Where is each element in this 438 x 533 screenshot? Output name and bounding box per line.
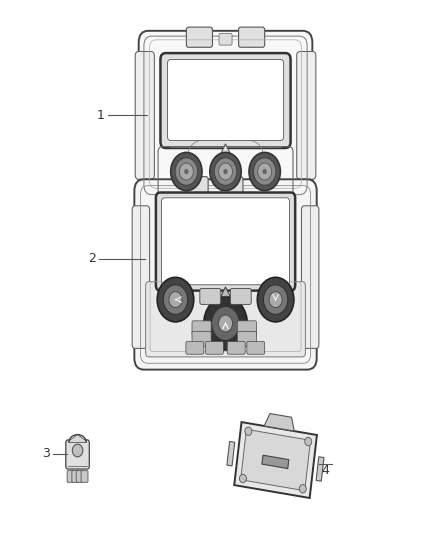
Polygon shape — [221, 287, 230, 296]
FancyBboxPatch shape — [237, 332, 256, 346]
FancyBboxPatch shape — [139, 31, 312, 200]
Polygon shape — [227, 441, 235, 466]
FancyBboxPatch shape — [239, 27, 265, 47]
Circle shape — [258, 163, 272, 180]
FancyBboxPatch shape — [162, 198, 290, 285]
Polygon shape — [264, 414, 294, 431]
Circle shape — [249, 152, 280, 191]
Circle shape — [299, 484, 306, 493]
Circle shape — [219, 315, 233, 332]
Circle shape — [163, 285, 187, 314]
Circle shape — [175, 158, 198, 185]
Circle shape — [253, 158, 276, 185]
FancyBboxPatch shape — [76, 471, 83, 482]
Text: 3: 3 — [42, 447, 50, 460]
FancyBboxPatch shape — [72, 471, 79, 482]
Circle shape — [262, 169, 267, 174]
FancyBboxPatch shape — [146, 281, 305, 357]
FancyBboxPatch shape — [186, 176, 208, 195]
Circle shape — [263, 285, 288, 314]
Circle shape — [223, 169, 228, 174]
Circle shape — [269, 292, 282, 308]
Circle shape — [204, 297, 247, 350]
Polygon shape — [240, 430, 311, 491]
Circle shape — [72, 444, 83, 457]
Polygon shape — [219, 144, 232, 157]
Circle shape — [257, 277, 294, 322]
FancyBboxPatch shape — [221, 176, 243, 195]
FancyBboxPatch shape — [81, 471, 88, 482]
FancyBboxPatch shape — [160, 53, 290, 148]
Text: 2: 2 — [88, 252, 96, 265]
FancyBboxPatch shape — [205, 342, 223, 354]
FancyBboxPatch shape — [247, 342, 265, 354]
FancyBboxPatch shape — [219, 34, 232, 45]
FancyBboxPatch shape — [227, 342, 245, 354]
FancyBboxPatch shape — [66, 440, 89, 469]
FancyBboxPatch shape — [186, 342, 204, 354]
FancyBboxPatch shape — [135, 52, 154, 179]
FancyBboxPatch shape — [192, 332, 211, 346]
FancyBboxPatch shape — [156, 192, 295, 290]
Circle shape — [212, 306, 240, 341]
FancyBboxPatch shape — [200, 288, 221, 304]
Polygon shape — [316, 457, 324, 481]
Circle shape — [245, 427, 252, 435]
Circle shape — [219, 163, 233, 180]
Circle shape — [214, 158, 237, 185]
Text: 4: 4 — [321, 464, 329, 477]
Circle shape — [157, 277, 194, 322]
Circle shape — [180, 163, 193, 180]
FancyBboxPatch shape — [134, 179, 317, 369]
Circle shape — [184, 169, 188, 174]
Circle shape — [171, 152, 202, 191]
FancyBboxPatch shape — [301, 206, 319, 349]
Circle shape — [169, 292, 182, 308]
Polygon shape — [234, 422, 317, 498]
FancyBboxPatch shape — [186, 27, 212, 47]
FancyBboxPatch shape — [167, 60, 284, 141]
FancyBboxPatch shape — [297, 52, 316, 179]
Polygon shape — [262, 455, 289, 469]
FancyBboxPatch shape — [230, 288, 251, 304]
Circle shape — [240, 474, 247, 483]
FancyBboxPatch shape — [192, 321, 211, 336]
FancyBboxPatch shape — [67, 471, 74, 482]
FancyBboxPatch shape — [237, 321, 256, 336]
FancyBboxPatch shape — [132, 206, 150, 349]
Circle shape — [305, 437, 312, 446]
Circle shape — [210, 152, 241, 191]
Polygon shape — [69, 434, 86, 442]
Text: 1: 1 — [97, 109, 105, 122]
